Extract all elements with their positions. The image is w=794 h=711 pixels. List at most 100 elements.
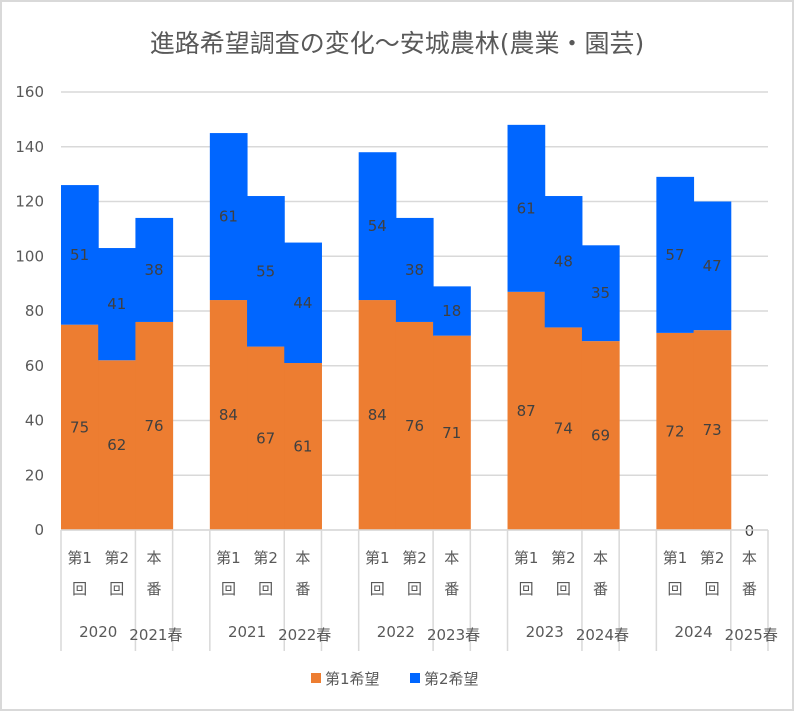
y-tick-label: 120 — [15, 193, 44, 211]
bar-series2 — [61, 185, 99, 325]
x-year-label: 2021 — [228, 623, 266, 641]
bar-series1 — [544, 327, 583, 530]
chart-title: 進路希望調査の変化～安城農林(農業・園芸) — [150, 29, 645, 58]
data-label-series2: 38 — [144, 261, 163, 279]
data-label-series2: 41 — [107, 295, 126, 313]
bar-series2 — [247, 196, 285, 347]
x-subcategory-label: 本 — [593, 549, 608, 567]
bar-series2 — [581, 245, 620, 342]
x-spring-label: 2024春 — [576, 626, 629, 644]
x-spring-label: 2025春 — [725, 626, 778, 644]
x-subcategory-label: 回 — [407, 580, 422, 598]
bar-series1 — [358, 300, 397, 530]
x-subcategory-label: 番 — [147, 580, 162, 598]
data-label-series1: 84 — [368, 406, 387, 424]
data-label-series2: 38 — [405, 261, 424, 279]
bar-series1 — [284, 363, 322, 530]
x-subcategory-label: 番 — [593, 580, 608, 598]
x-subcategory-label: 回 — [72, 580, 87, 598]
legend-label-series1: 第1希望 — [325, 670, 380, 688]
x-subcategory-label: 第1 — [67, 549, 92, 567]
x-subcategory-label: 第2 — [105, 549, 130, 567]
x-year-label: 2022 — [377, 623, 415, 641]
data-label-series1: 69 — [591, 427, 610, 445]
y-tick-label: 20 — [25, 466, 44, 484]
x-subcategory-label: 本 — [742, 549, 757, 567]
bars — [61, 124, 732, 530]
data-label-series1: 61 — [293, 438, 312, 456]
x-subcategory-label: 本 — [147, 549, 162, 567]
x-year-label: 2020 — [79, 623, 117, 641]
data-label-series1: 87 — [517, 402, 536, 420]
bar-series1 — [433, 335, 471, 530]
data-label-series1: 62 — [107, 436, 126, 454]
x-subcategory-label: 回 — [519, 580, 534, 598]
x-subcategory-label: 本 — [444, 549, 459, 567]
x-subcategory-label: 第2 — [253, 549, 278, 567]
legend-swatch-series1 — [311, 673, 321, 683]
x-subcategory-label: 番 — [742, 580, 757, 598]
data-label-series2: 54 — [368, 217, 387, 235]
bar-series2 — [284, 242, 322, 364]
y-tick-label: 80 — [25, 302, 44, 320]
bar-series2 — [693, 201, 732, 331]
bar-series1 — [247, 346, 285, 530]
legend-label-series2: 第2希望 — [424, 670, 479, 688]
x-subcategory-label: 回 — [667, 580, 682, 598]
x-year-label: 2024 — [674, 623, 712, 641]
x-subcategory-label: 回 — [109, 580, 124, 598]
data-label-series2: 18 — [442, 302, 461, 320]
x-subcategory-label: 第1 — [514, 549, 539, 567]
data-label-series2: 51 — [70, 246, 89, 264]
x-subcategory-label: 本 — [295, 549, 310, 567]
x-subcategory-label: 第1 — [216, 549, 241, 567]
x-spring-label: 2023春 — [427, 626, 480, 644]
bar-series1 — [693, 330, 732, 530]
bar-series2 — [135, 217, 174, 322]
bar-series1 — [209, 300, 248, 530]
data-label-series1: 84 — [219, 406, 238, 424]
data-label-series2: 48 — [554, 253, 573, 271]
x-subcategory-label: 回 — [705, 580, 720, 598]
data-label-series1: 76 — [144, 417, 163, 435]
x-subcategory-label: 回 — [221, 580, 236, 598]
data-label-series2: 35 — [591, 284, 610, 302]
data-label-series1: 73 — [703, 421, 722, 439]
data-label-series1: 71 — [442, 424, 461, 442]
data-label-series1: 0 — [745, 522, 755, 540]
legend-swatch-series2 — [410, 673, 420, 683]
x-spring-label: 2022春 — [278, 626, 331, 644]
y-tick-label: 40 — [25, 412, 44, 430]
x-subcategory-label: 回 — [258, 580, 273, 598]
data-label-series2: 57 — [665, 246, 684, 264]
y-tick-label: 160 — [15, 83, 44, 101]
bar-series2 — [209, 133, 248, 301]
bar-series2 — [433, 286, 471, 336]
y-tick-label: 0 — [34, 521, 44, 539]
bar-series1 — [656, 332, 695, 530]
x-subcategory-label: 番 — [295, 580, 310, 598]
legend: 第1希望 第2希望 — [311, 670, 479, 688]
data-labels: 75 51 62 41 76 38 84 61 67 55 61 44 84 54 76 38 71 18 87 61… — [70, 199, 754, 540]
data-label-series1: 75 — [70, 418, 89, 436]
x-subcategory-label: 番 — [444, 580, 459, 598]
y-tick-label: 100 — [15, 247, 44, 265]
bar-series2 — [98, 248, 136, 361]
data-label-series1: 72 — [665, 422, 684, 440]
x-subcategory-label: 第2 — [700, 549, 725, 567]
bar-series2 — [656, 176, 695, 333]
x-spring-label: 2021春 — [129, 626, 182, 644]
data-label-series2: 61 — [517, 199, 536, 217]
bar-series1 — [61, 324, 99, 530]
x-subcategory-label: 第1 — [365, 549, 390, 567]
x-subcategory-label: 回 — [370, 580, 385, 598]
x-subcategory-label: 回 — [556, 580, 571, 598]
bar-series2 — [507, 124, 546, 292]
y-axis-ticks: 0 20 40 60 80 100 120 140 160 — [15, 83, 44, 539]
data-label-series1: 67 — [256, 429, 275, 447]
data-label-series1: 74 — [554, 420, 573, 438]
bar-series1 — [395, 321, 434, 530]
data-label-series1: 76 — [405, 417, 424, 435]
